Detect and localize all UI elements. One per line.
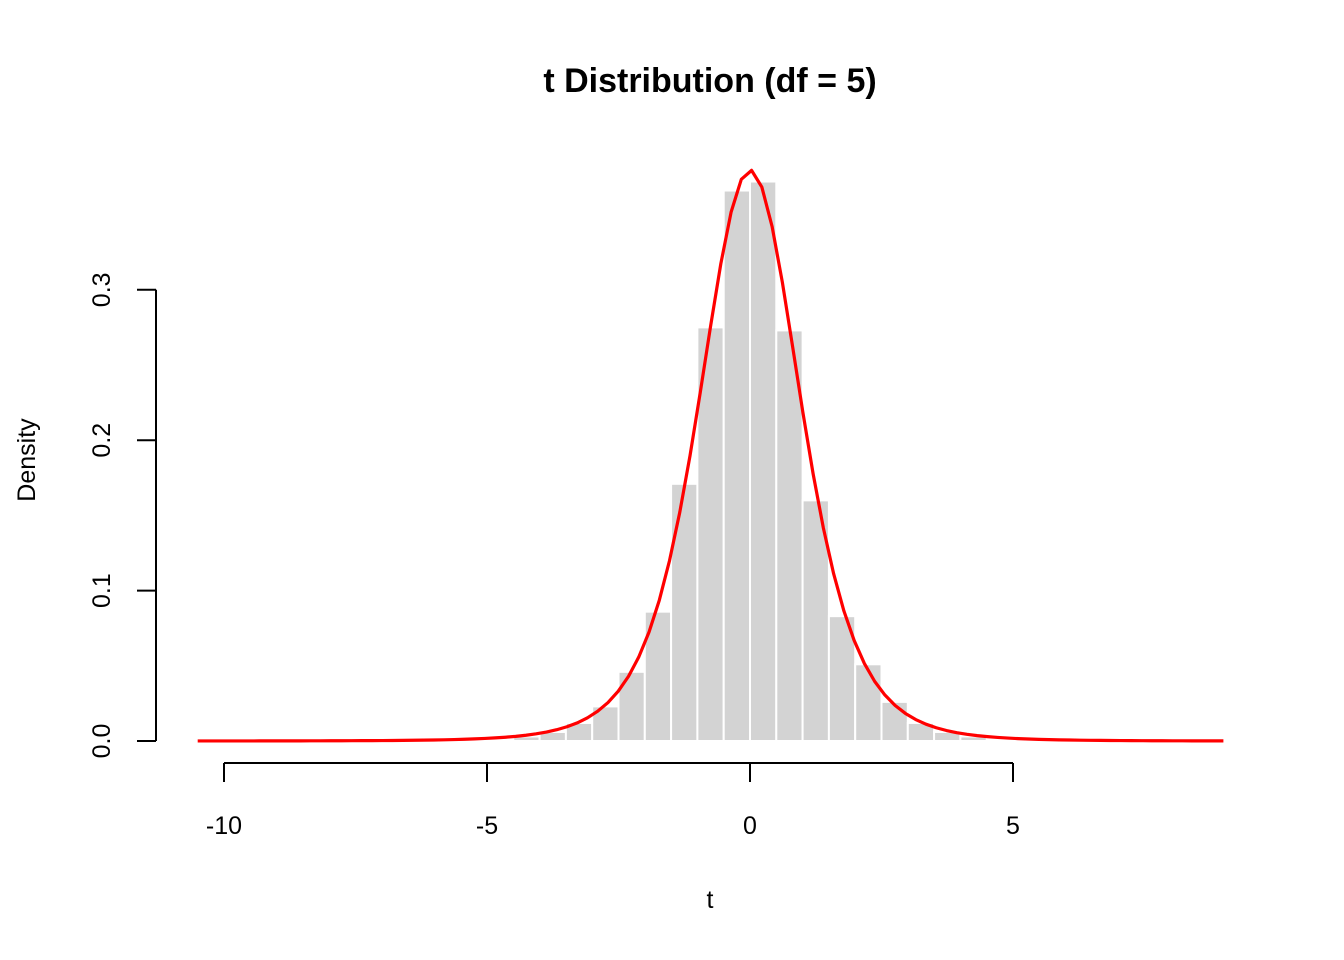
histogram-bars: [512, 180, 988, 743]
histogram-bar: [722, 189, 752, 742]
x-tick-label: 5: [1006, 812, 1020, 840]
histogram-bar: [827, 615, 857, 743]
histogram-bar: [696, 326, 725, 742]
x-axis: -10 -5 0 5: [206, 762, 1020, 840]
y-tick-label: 0.1: [88, 573, 116, 608]
histogram-bar: [880, 700, 909, 742]
y-tick-label: 0.0: [88, 724, 116, 759]
histogram-bar: [670, 482, 699, 742]
x-axis-label: t: [707, 886, 714, 914]
y-axis: 0.0 0.1 0.2 0.3: [88, 272, 157, 759]
y-tick-label: 0.2: [88, 423, 116, 458]
histogram-bar: [854, 663, 883, 743]
x-tick-label: -5: [476, 812, 498, 840]
x-tick-label: 0: [743, 812, 757, 840]
histogram-bar: [617, 670, 646, 742]
y-tick-label: 0.3: [88, 272, 116, 307]
density-curve-layer: [197, 168, 1224, 743]
x-tick-label: -10: [206, 812, 242, 840]
histogram-bar: [801, 499, 830, 742]
histogram-bar: [643, 610, 673, 742]
chart-title: t Distribution (df = 5): [543, 62, 876, 100]
density-curve: [197, 168, 1224, 743]
y-axis-label: Density: [13, 418, 41, 502]
histogram-bar: [749, 180, 778, 742]
